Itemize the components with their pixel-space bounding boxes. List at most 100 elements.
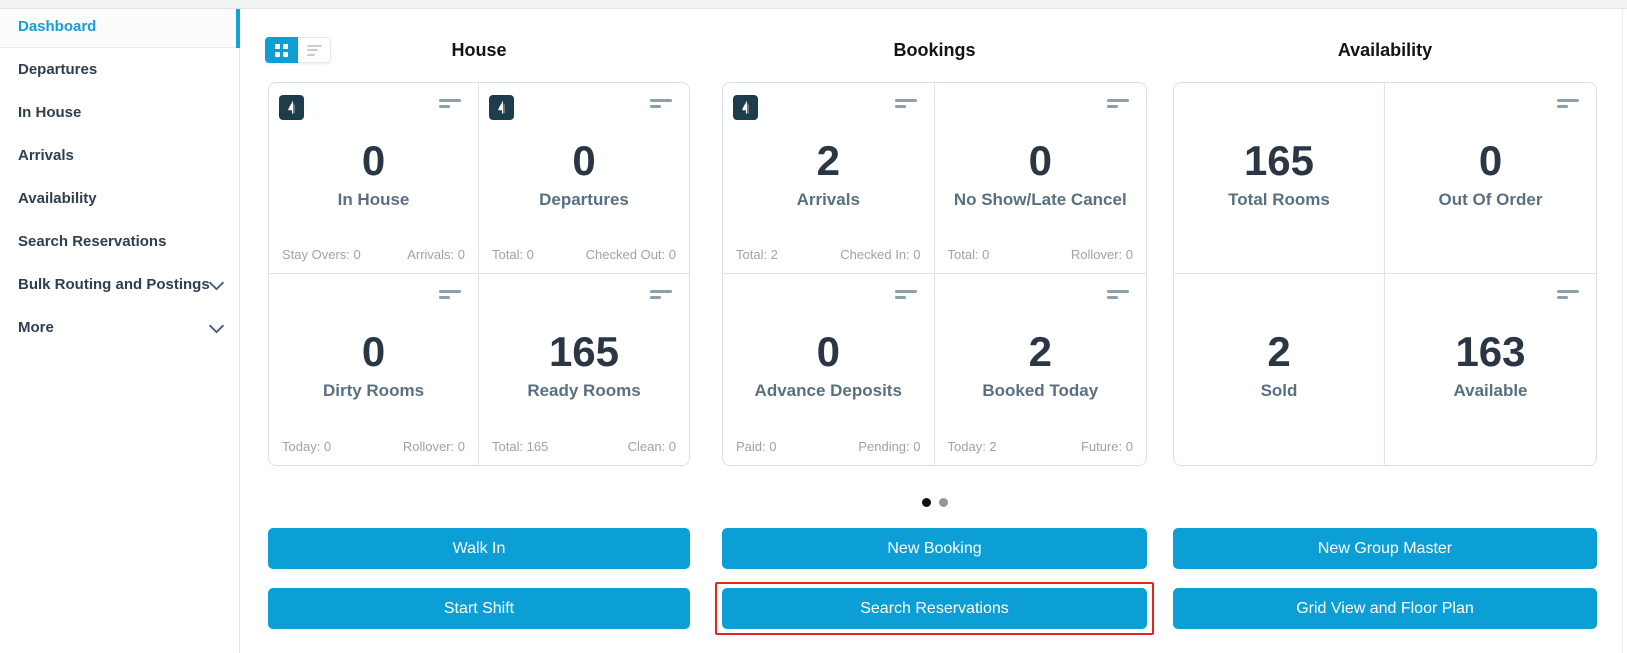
- new-group-master-button[interactable]: New Group Master: [1173, 528, 1597, 569]
- pagination-dot-active[interactable]: [921, 498, 931, 507]
- stat-value: 2: [1028, 328, 1052, 375]
- availability-card-grid: 165 Total Rooms 0 Out Of Order 2 Sold 16…: [1173, 82, 1597, 466]
- stat-label: Arrivals: [796, 190, 860, 209]
- stat-label: Ready Rooms: [527, 381, 641, 400]
- skyware-logo-icon: [279, 95, 304, 120]
- sidebar-item-label: Bulk Routing and Postings: [18, 276, 210, 293]
- start-shift-button[interactable]: Start Shift: [268, 588, 690, 629]
- stat-value: 0: [572, 137, 596, 184]
- filter-icon[interactable]: [1557, 290, 1579, 302]
- section-title-house: House: [451, 40, 507, 60]
- sidebar-item-availability[interactable]: Availability: [0, 177, 239, 220]
- skyware-logo-icon: [489, 95, 514, 120]
- sidebar-item-dashboard[interactable]: Dashboard: [0, 9, 240, 48]
- filter-icon[interactable]: [650, 290, 672, 302]
- scroll-edge-line: [1622, 9, 1623, 653]
- stat-footer-left: Today: 2: [947, 439, 997, 454]
- new-booking-button[interactable]: New Booking: [722, 528, 1147, 569]
- filter-icon[interactable]: [1557, 99, 1579, 111]
- stat-footer-right: Future: 0: [1080, 439, 1133, 454]
- top-edge-strip: [0, 0, 1627, 9]
- stat-value: 165: [1243, 137, 1315, 184]
- stat-card-arrivals[interactable]: 2 Arrivals Total: 2 Checked In: 0: [723, 83, 935, 274]
- stat-footer-right: Pending: 0: [858, 439, 921, 454]
- sidebar-item-arrivals[interactable]: Arrivals: [0, 134, 239, 177]
- section-title-availability: Availability: [1337, 40, 1433, 60]
- stat-label: Total Rooms: [1228, 190, 1330, 209]
- stat-label: Departures: [539, 190, 629, 209]
- bookings-card-grid: 2 Arrivals Total: 2 Checked In: 0 0 No S…: [722, 82, 1147, 466]
- stat-card-sold[interactable]: 2 Sold: [1174, 274, 1385, 465]
- stat-footer-right: Arrivals: 0: [407, 247, 465, 262]
- stat-value: 0: [1028, 137, 1052, 184]
- filter-icon[interactable]: [894, 290, 917, 302]
- stat-value: 2: [816, 137, 840, 184]
- stat-footer-left: Total: 0: [492, 247, 534, 262]
- sidebar-item-bulk-routing-and-postings[interactable]: Bulk Routing and Postings: [0, 263, 239, 306]
- stat-footer-left: Stay Overs: 0: [282, 247, 361, 262]
- section-title-bookings: Bookings: [893, 40, 976, 60]
- filter-icon[interactable]: [1107, 290, 1129, 302]
- stat-card-departures[interactable]: 0 Departures Total: 0 Checked Out: 0: [479, 83, 689, 274]
- sidebar-item-label: In House: [18, 104, 82, 121]
- stat-footer-right: Rollover: 0: [402, 439, 465, 454]
- pagination-dot[interactable]: [938, 498, 948, 507]
- stat-label: Dirty Rooms: [322, 381, 425, 400]
- stat-value: 0: [816, 328, 840, 375]
- sidebar-item-search-reservations[interactable]: Search Reservations: [0, 220, 239, 263]
- walk-in-button[interactable]: Walk In: [268, 528, 690, 569]
- stat-card-total-rooms[interactable]: 165 Total Rooms: [1174, 83, 1385, 274]
- search-reservations-button[interactable]: Search Reservations: [722, 588, 1147, 629]
- active-indicator-bar: [236, 9, 240, 48]
- sidebar-item-in-house[interactable]: In House: [0, 91, 239, 134]
- stat-footer-left: Paid: 0: [736, 439, 777, 454]
- grid-view-button[interactable]: [265, 37, 298, 63]
- stat-footer-right: Checked Out: 0: [585, 247, 676, 262]
- stat-label: Available: [1453, 381, 1528, 400]
- view-toggle: [265, 37, 331, 63]
- sidebar-item-label: Dashboard: [18, 18, 97, 35]
- stat-card-no-show-late-cancel[interactable]: 0 No Show/Late Cancel Total: 0 Rollover:…: [934, 83, 1146, 274]
- stat-label: Booked Today: [982, 381, 1099, 400]
- sidebar-item-label: Departures: [18, 61, 98, 78]
- stat-value: 165: [548, 328, 620, 375]
- stat-value: 0: [1478, 137, 1503, 184]
- filter-icon[interactable]: [894, 99, 917, 111]
- filter-icon[interactable]: [439, 290, 461, 302]
- stat-card-available[interactable]: 163 Available: [1385, 274, 1596, 465]
- stat-footer-left: Total: 165: [492, 439, 549, 454]
- stat-card-booked-today[interactable]: 2 Booked Today Today: 2 Future: 0: [935, 274, 1147, 465]
- stat-card-advance-deposits[interactable]: 0 Advance Deposits Paid: 0 Pending: 0: [723, 274, 935, 465]
- stat-card-dirty-rooms[interactable]: 0 Dirty Rooms Today: 0 Rollover: 0: [269, 274, 479, 465]
- chevron-down-icon: [208, 317, 225, 334]
- grid-view-icon: [275, 43, 288, 57]
- filter-icon[interactable]: [1107, 99, 1129, 111]
- stat-value: 2: [1267, 328, 1291, 375]
- stat-value: 163: [1455, 328, 1526, 375]
- skyware-logo-icon: [733, 95, 758, 120]
- stat-value: 0: [361, 137, 386, 184]
- stat-card-out-of-order[interactable]: 0 Out Of Order: [1385, 83, 1596, 274]
- stat-footer-left: Total: 0: [947, 247, 990, 262]
- stat-label: Sold: [1260, 381, 1298, 400]
- carousel-pagination: [722, 498, 1147, 507]
- stat-footer-right: Checked In: 0: [840, 247, 921, 262]
- sidebar-item-label: Search Reservations: [18, 233, 167, 250]
- stat-label: No Show/Late Cancel: [953, 190, 1127, 209]
- sidebar-item-more[interactable]: More: [0, 306, 239, 349]
- sidebar-item-label: More: [18, 319, 54, 336]
- filter-icon[interactable]: [650, 99, 672, 111]
- stat-label: In House: [337, 190, 410, 209]
- stat-card-in-house[interactable]: 0 In House Stay Overs: 0 Arrivals: 0: [269, 83, 479, 274]
- stat-card-ready-rooms[interactable]: 165 Ready Rooms Total: 165 Clean: 0: [479, 274, 689, 465]
- list-view-button[interactable]: [298, 37, 331, 63]
- sidebar-item-departures[interactable]: Departures: [0, 48, 239, 91]
- stat-label: Out Of Order: [1438, 190, 1543, 209]
- stat-label: Advance Deposits: [754, 381, 902, 400]
- stat-footer-left: Today: 0: [282, 439, 332, 454]
- filter-icon[interactable]: [439, 99, 461, 111]
- grid-view-and-floor-plan-button[interactable]: Grid View and Floor Plan: [1173, 588, 1597, 629]
- list-view-icon: [306, 42, 322, 58]
- stat-value: 0: [361, 328, 386, 375]
